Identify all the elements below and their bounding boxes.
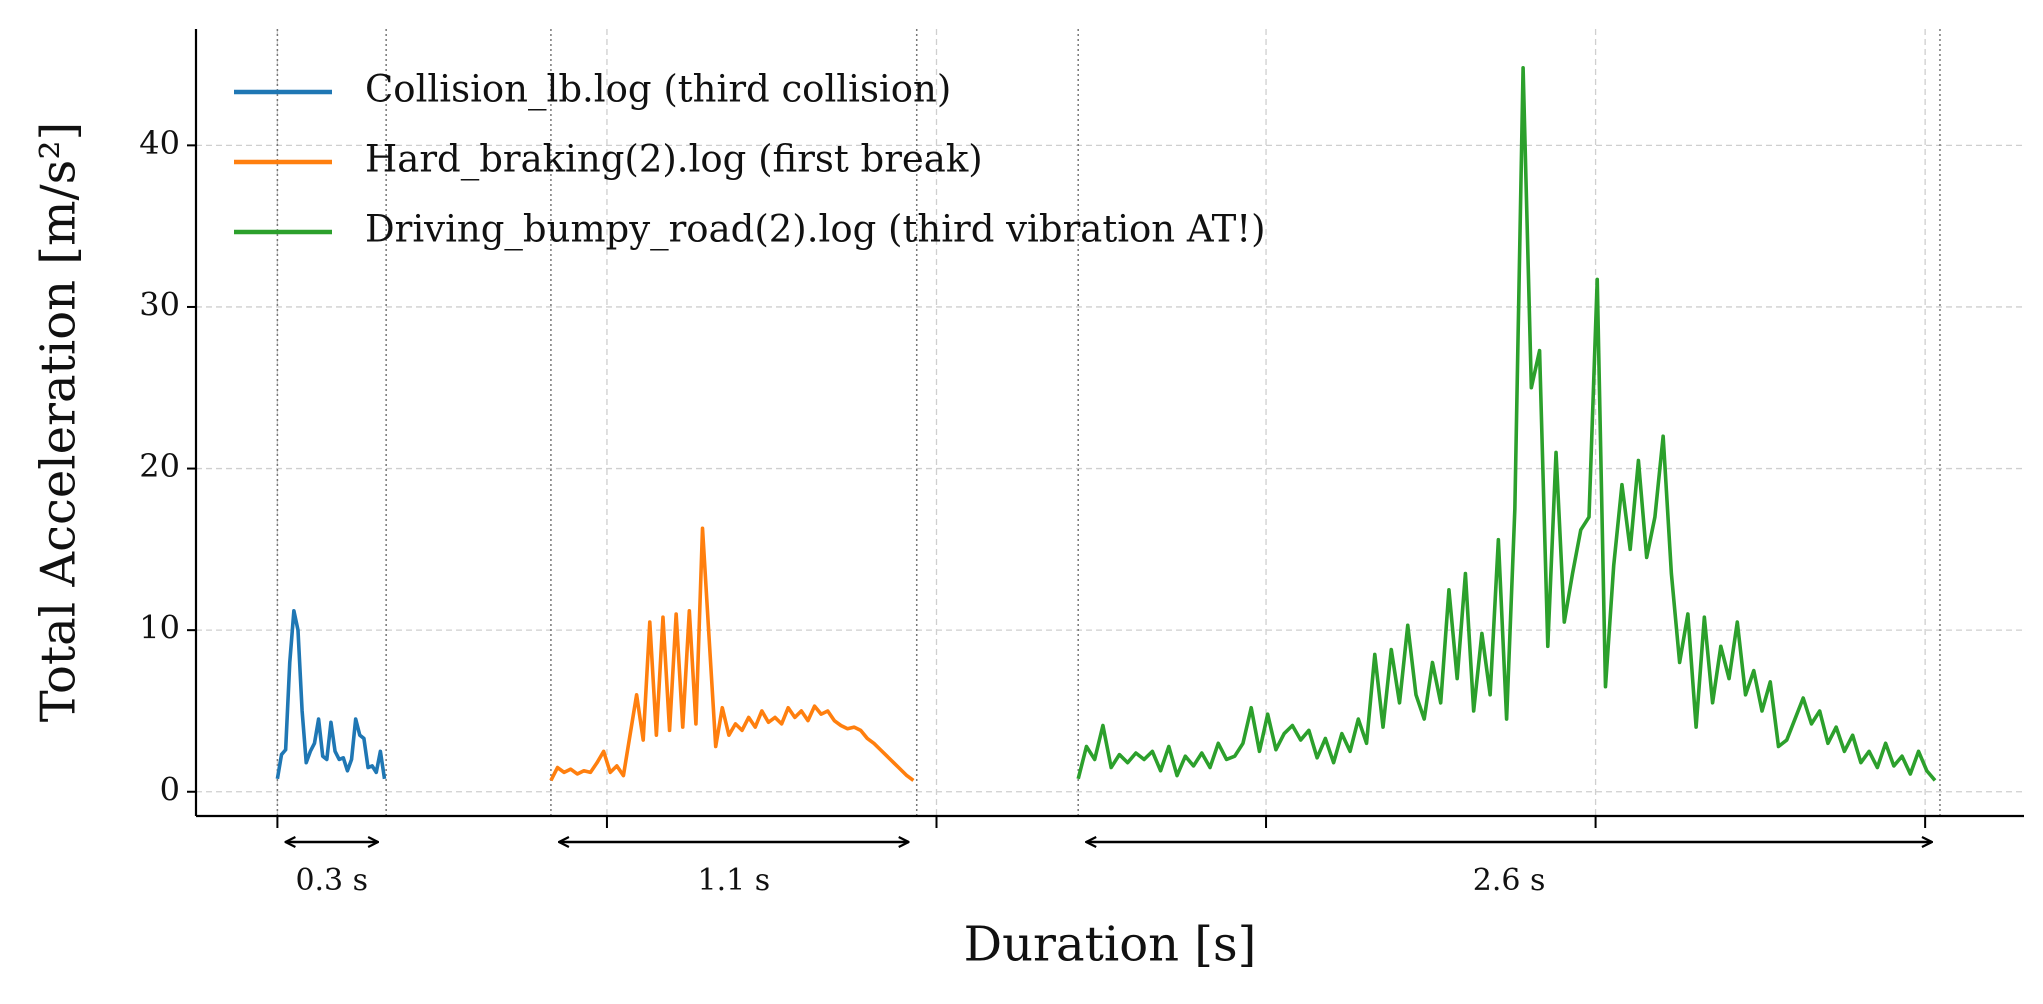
y-tick-label: 0 <box>160 770 180 808</box>
legend-label: Hard_braking(2).log (first break) <box>365 138 983 182</box>
series-line <box>549 526 915 782</box>
duration-label: 0.3 s <box>295 863 368 898</box>
plot-area <box>275 65 1937 782</box>
y-tick-label: 40 <box>139 124 180 162</box>
series-line <box>1076 65 1937 782</box>
legend-label: Driving_bumpy_road(2).log (third vibrati… <box>365 208 1266 252</box>
y-tick-label: 10 <box>139 609 180 647</box>
y-tick-label: 20 <box>139 447 180 485</box>
series-line <box>275 608 387 780</box>
y-tick-label: 30 <box>139 285 180 323</box>
legend-label: Collision_lb.log (third collision) <box>365 68 951 112</box>
duration-label: 2.6 s <box>1473 863 1546 898</box>
duration-label: 1.1 s <box>697 863 770 898</box>
x-axis-label: Duration [s] <box>964 917 1257 973</box>
y-axis-label: Total Acceleration [m/s²] <box>31 122 87 723</box>
